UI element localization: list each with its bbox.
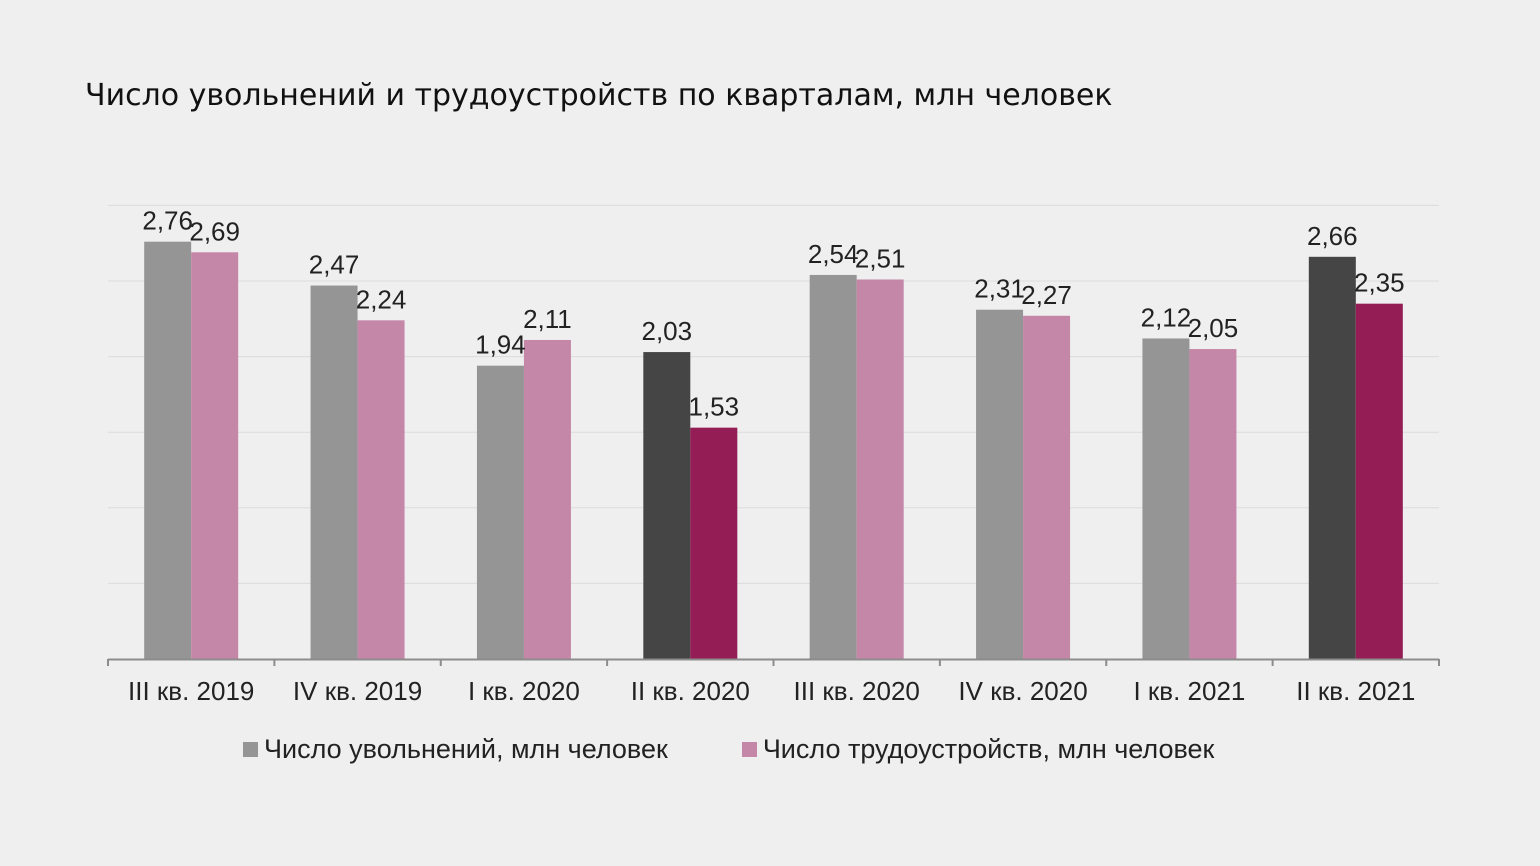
- bar-dismissals: [476, 365, 524, 659]
- bar-hires: [1355, 303, 1403, 659]
- value-label-dismissals: 2,03: [642, 316, 693, 346]
- value-label-dismissals: 2,31: [974, 274, 1025, 304]
- x-tick-label: II кв. 2021: [1296, 676, 1415, 706]
- x-tick-label: I кв. 2020: [468, 676, 580, 706]
- x-tick-label: IV кв. 2019: [293, 676, 422, 706]
- x-axis: III кв. 2019 IV кв. 2019 I кв. 2020 II кв. …: [107, 658, 1440, 706]
- legend-label-dismissals: Число увольнений, млн человек: [264, 734, 668, 764]
- legend-item-dismissals: Число увольнений, млн человек: [243, 734, 668, 765]
- bar-dismissals: [976, 309, 1024, 659]
- bar-hires: [690, 427, 738, 659]
- x-tick-label: I кв. 2021: [1133, 676, 1245, 706]
- value-label-hires: 2,51: [855, 243, 906, 273]
- value-label-hires: 2,05: [1188, 313, 1239, 343]
- x-tick-label: III кв. 2020: [794, 676, 920, 706]
- legend-label-hires: Число трудоустройств, млн человек: [762, 734, 1215, 764]
- value-labels: 2,762,69 2,47 2,24 1,942,11 2,03 1,53 2,542,51…: [142, 206, 1404, 422]
- value-label-dismissals: 1,94: [475, 330, 526, 360]
- value-label-hires: 2,24: [356, 284, 407, 314]
- value-label-hires: 2,35: [1354, 268, 1405, 298]
- bar-dismissals: [809, 274, 857, 659]
- gridlines: [108, 204, 1439, 584]
- value-label-hires: 1,53: [689, 392, 740, 422]
- bar-hires: [1189, 349, 1237, 659]
- value-label-dismissals: 2,54: [808, 239, 859, 269]
- chart-title: Число увольнений и трудоустройств по ква…: [85, 78, 1113, 113]
- bar-dismissals: [643, 352, 691, 659]
- value-label-hires: 2,69: [189, 216, 240, 246]
- bar-dismissals: [310, 285, 358, 659]
- value-label-dismissals: 2,47: [309, 250, 360, 280]
- bars: [144, 241, 1403, 660]
- x-tick-label: II кв. 2020: [631, 676, 750, 706]
- bar-hires: [191, 252, 239, 659]
- legend-swatch-dismissals: [243, 742, 258, 757]
- value-label-dismissals: 2,66: [1307, 221, 1358, 251]
- value-label-dismissals: 2,12: [1141, 302, 1192, 332]
- bar-hires: [357, 320, 405, 659]
- bar-dismissals: [144, 241, 192, 660]
- bar-hires: [523, 339, 571, 659]
- value-label-dismissals: 2,76: [142, 206, 193, 236]
- legend-swatch-hires: [741, 742, 757, 757]
- legend-item-hires: Число трудоустройств, млн человек: [741, 734, 1215, 765]
- x-tick-label: IV кв. 2020: [958, 676, 1087, 706]
- bar-hires: [1023, 315, 1071, 659]
- x-tick-label: III кв. 2019: [128, 676, 254, 706]
- bar-dismissals: [1308, 256, 1356, 659]
- value-label-hires: 2,11: [523, 304, 572, 334]
- legend: Число увольнений, млн человек Число труд…: [243, 734, 1288, 765]
- bar-hires: [856, 279, 904, 659]
- bar-dismissals: [1142, 338, 1190, 659]
- value-label-hires: 2,27: [1021, 280, 1072, 310]
